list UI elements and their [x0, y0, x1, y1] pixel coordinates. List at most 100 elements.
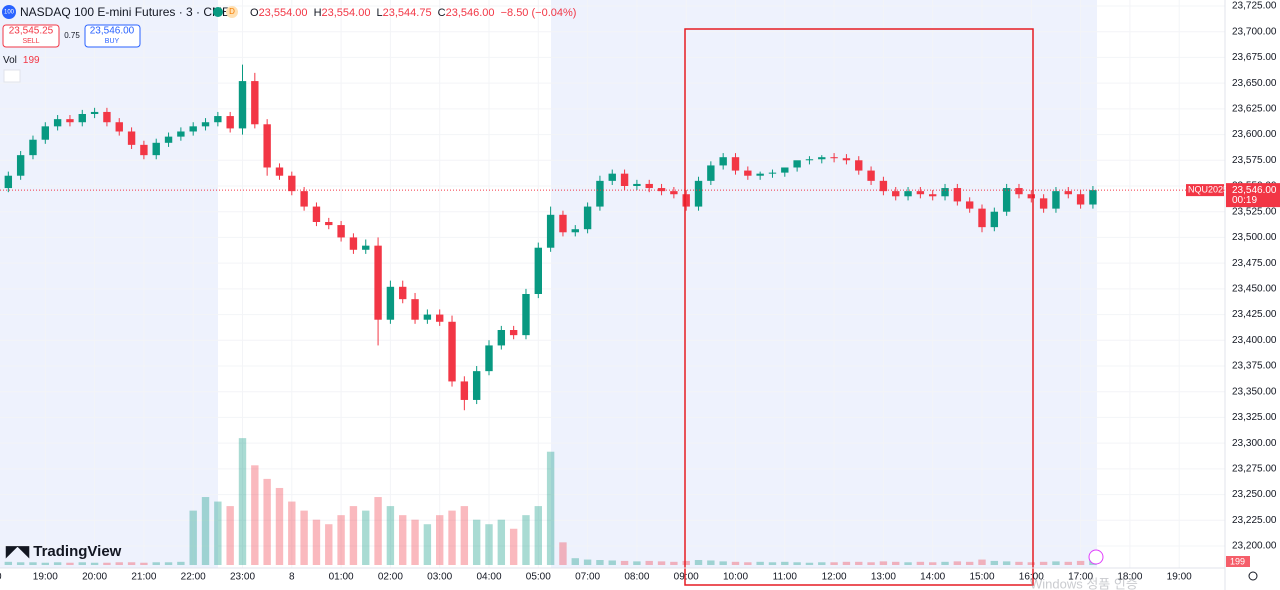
candle-body [608, 173, 616, 181]
volume-bar [300, 510, 308, 565]
candle-body [140, 144, 148, 156]
candle-body [842, 158, 851, 161]
volume-bar [374, 497, 382, 565]
candle-body [756, 173, 764, 176]
candle-body [90, 111, 99, 114]
collapse-button[interactable] [3, 69, 21, 83]
volume-bar [657, 561, 666, 565]
volume-bar [1039, 561, 1048, 565]
volume-bar [953, 561, 962, 565]
volume-bar [744, 562, 752, 565]
candle-body [66, 119, 74, 123]
volume-bar [472, 519, 481, 565]
candle-body [411, 299, 419, 320]
volume-legend-value: 199 [23, 55, 40, 66]
buy-button[interactable] [84, 24, 141, 48]
highlight-box [684, 28, 1034, 586]
x-tick-label: 12:00 [822, 572, 847, 583]
volume-bar [534, 506, 542, 565]
y-tick-label: 23,500.00 [1232, 232, 1277, 243]
ohlc-value: 23,554.00 [259, 7, 308, 19]
volume-bar [756, 561, 764, 565]
candle-body [472, 371, 481, 400]
candle-body [374, 245, 382, 320]
ohlc: O23,554.00 H23,554.00 L23,544.75 C23,546… [250, 7, 576, 19]
volume-bar [522, 515, 530, 565]
candle-body [1076, 194, 1085, 205]
candle-body [497, 330, 506, 346]
y-tick-label: 23,675.00 [1232, 52, 1277, 63]
x-tick-label: 17:00 [1068, 572, 1093, 583]
candle-body [645, 183, 653, 189]
x-tick-label: 09:00 [674, 572, 699, 583]
volume-bar [805, 562, 814, 565]
volume-bar [41, 562, 49, 565]
candle-body [127, 131, 136, 145]
candle-body [399, 286, 407, 300]
buy-price: 23,546.00 [90, 26, 135, 37]
x-tick-label: 8 [289, 572, 295, 583]
volume-bar [423, 524, 432, 565]
symbol-title[interactable]: NASDAQ 100 E-mini Futures · 3 · CME [20, 5, 230, 19]
last-price-tag [1226, 183, 1280, 208]
ohlc-value: 23,546.00 [446, 7, 495, 19]
candle-body [1089, 190, 1097, 205]
volume-bar [830, 562, 838, 565]
status-text: D [229, 7, 235, 16]
volume-bar [867, 562, 875, 565]
candle-body [892, 191, 900, 197]
candle-body [830, 157, 838, 159]
y-tick-label: 23,525.00 [1232, 206, 1277, 217]
spread: 0.75 [64, 31, 80, 40]
volume-bar [90, 562, 99, 565]
buy-label: BUY [105, 38, 120, 45]
volume-bar [16, 562, 25, 565]
y-tick-label: 23,450.00 [1232, 283, 1277, 294]
sell-label: SELL [22, 38, 39, 45]
candle-body [29, 139, 37, 156]
volume-bar [263, 478, 271, 565]
volume-bar [965, 561, 974, 565]
volume-bar [731, 561, 740, 565]
volume-bar [386, 506, 395, 565]
candle-body [719, 157, 727, 166]
event-icon[interactable] [1088, 549, 1104, 565]
volume-bar [485, 524, 493, 565]
volume-bar [4, 561, 13, 565]
candle-body [362, 245, 370, 250]
volume-bar [929, 562, 937, 565]
ohlc-label: H [314, 7, 322, 19]
x-tick-label: 19:00 [1167, 572, 1192, 583]
volume-bar [275, 487, 284, 565]
volume-bar [189, 510, 197, 565]
candle-body [978, 208, 986, 228]
x-tick-label: 08:00 [624, 572, 649, 583]
candle-body [682, 194, 690, 207]
volume-bar [140, 562, 148, 565]
volume-bar [127, 562, 136, 565]
volume-bar [546, 451, 555, 565]
sell-button[interactable] [2, 24, 60, 48]
candle-body [238, 81, 247, 129]
volume-legend: Vol 199 [3, 55, 40, 66]
status-dot [213, 7, 223, 17]
x-tick-label: 05:00 [526, 572, 551, 583]
volume-bar [768, 562, 777, 565]
x-tick-label: 20:00 [82, 572, 107, 583]
volume-bar [53, 562, 62, 565]
candle-body [251, 81, 259, 125]
candle-body [793, 160, 801, 168]
logo-text: TradingView [33, 543, 121, 560]
candle-body [16, 155, 25, 176]
y-tick-label: 23,625.00 [1232, 103, 1277, 114]
x-tick-label: 21:00 [131, 572, 156, 583]
volume-bar [460, 506, 469, 565]
volume-bar [1015, 561, 1023, 565]
settings-icon[interactable] [1248, 571, 1258, 581]
volume-bar [325, 524, 333, 565]
volume-bar [1052, 561, 1060, 565]
y-tick-label: 23,700.00 [1232, 26, 1277, 37]
x-tick-label: 10:00 [723, 572, 748, 583]
symbol-badge [2, 5, 16, 19]
